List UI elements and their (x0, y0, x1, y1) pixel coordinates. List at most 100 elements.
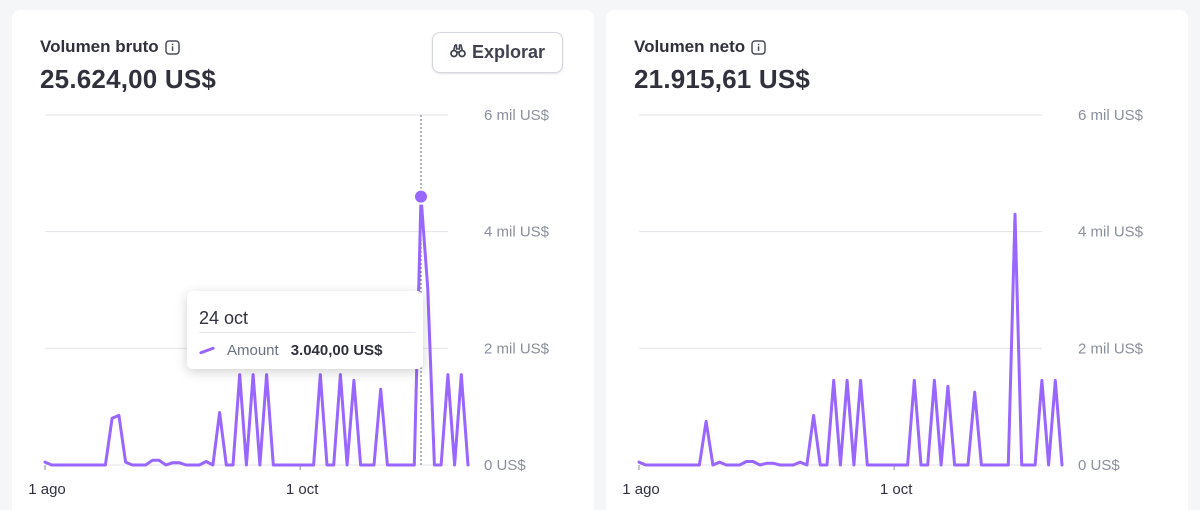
data-point[interactable] (411, 462, 417, 468)
data-point[interactable] (784, 462, 790, 468)
gross-volume-chart[interactable]: 0 US$ 2 mil US$ 4 mil US$ 6 mil US$ 1 ago 1 o… (12, 10, 594, 510)
data-point[interactable] (116, 412, 122, 418)
data-point[interactable] (911, 377, 917, 383)
data-point[interactable] (55, 462, 61, 468)
data-point[interactable] (304, 462, 310, 468)
data-point[interactable] (217, 410, 223, 416)
data-point[interactable] (270, 462, 276, 468)
data-point[interactable] (431, 462, 437, 468)
data-point[interactable] (364, 462, 370, 468)
data-point[interactable] (1039, 377, 1045, 383)
data-point[interactable] (723, 462, 729, 468)
data-point[interactable] (183, 462, 189, 468)
data-point[interactable] (737, 462, 743, 468)
data-point[interactable] (844, 377, 850, 383)
data-point[interactable] (196, 462, 202, 468)
data-point[interactable] (1019, 462, 1025, 468)
data-point[interactable] (277, 462, 283, 468)
data-point[interactable] (176, 460, 182, 466)
data-point[interactable] (1032, 462, 1038, 468)
data-point[interactable] (965, 462, 971, 468)
data-point[interactable] (405, 462, 411, 468)
data-point[interactable] (297, 462, 303, 468)
data-point[interactable] (344, 462, 350, 468)
explore-button[interactable]: Explorar (432, 32, 563, 73)
data-point[interactable] (777, 462, 783, 468)
data-point[interactable] (717, 459, 723, 465)
data-point[interactable] (290, 462, 296, 468)
data-point[interactable] (824, 462, 830, 468)
data-point[interactable] (643, 462, 649, 468)
data-point[interactable] (89, 462, 95, 468)
data-point[interactable] (884, 462, 890, 468)
data-point[interactable] (237, 372, 243, 378)
data-point[interactable] (952, 462, 958, 468)
data-point[interactable] (311, 462, 317, 468)
data-point[interactable] (257, 462, 263, 468)
data-point[interactable] (757, 462, 763, 468)
data-point[interactable] (1005, 462, 1011, 468)
data-point[interactable] (445, 372, 451, 378)
data-point[interactable] (129, 462, 135, 468)
data-point[interactable] (938, 462, 944, 468)
data-point[interactable] (284, 462, 290, 468)
data-point[interactable] (170, 460, 176, 466)
data-point[interactable] (324, 462, 330, 468)
data-point[interactable] (918, 462, 924, 468)
data-point[interactable] (858, 377, 864, 383)
data-point[interactable] (750, 459, 756, 465)
data-point[interactable] (425, 285, 431, 291)
data-point[interactable] (317, 372, 323, 378)
data-point[interactable] (703, 418, 709, 424)
data-point[interactable] (670, 462, 676, 468)
data-point[interactable] (683, 462, 689, 468)
data-point[interactable] (69, 462, 75, 468)
data-point[interactable] (831, 377, 837, 383)
data-point[interactable] (676, 462, 682, 468)
data-point[interactable] (817, 462, 823, 468)
data-point[interactable] (743, 459, 749, 465)
data-point[interactable] (978, 462, 984, 468)
data-point[interactable] (250, 372, 256, 378)
data-point[interactable] (384, 462, 390, 468)
data-point[interactable] (851, 462, 857, 468)
data-point[interactable] (163, 462, 169, 468)
data-point[interactable] (649, 462, 655, 468)
data-point[interactable] (62, 462, 68, 468)
data-point[interactable] (458, 372, 464, 378)
data-point[interactable] (790, 462, 796, 468)
data-point[interactable] (972, 389, 978, 395)
data-point[interactable] (891, 462, 897, 468)
data-point[interactable] (770, 460, 776, 466)
data-point[interactable] (797, 459, 803, 465)
data-point[interactable] (992, 462, 998, 468)
data-point[interactable] (210, 462, 216, 468)
data-point[interactable] (837, 462, 843, 468)
data-point[interactable] (985, 462, 991, 468)
data-point[interactable] (864, 462, 870, 468)
data-point[interactable] (123, 459, 129, 465)
data-point[interactable] (223, 462, 229, 468)
data-point[interactable] (438, 462, 444, 468)
data-point[interactable] (136, 462, 142, 468)
data-point[interactable] (337, 372, 343, 378)
data-point[interactable] (143, 462, 149, 468)
data-point[interactable] (871, 462, 877, 468)
data-point[interactable] (76, 462, 82, 468)
data-point[interactable] (1012, 211, 1018, 217)
data-point[interactable] (96, 462, 102, 468)
data-point[interactable] (730, 462, 736, 468)
data-point[interactable] (391, 462, 397, 468)
data-point[interactable] (49, 462, 55, 468)
data-point[interactable] (203, 459, 209, 465)
data-point[interactable] (764, 460, 770, 466)
data-point[interactable] (243, 462, 249, 468)
data-point[interactable] (710, 462, 716, 468)
info-icon[interactable] (751, 39, 766, 55)
data-point[interactable] (804, 462, 810, 468)
data-point[interactable] (465, 462, 471, 468)
data-point[interactable] (905, 462, 911, 468)
info-icon[interactable] (164, 39, 180, 55)
data-point[interactable] (264, 372, 270, 378)
data-point[interactable] (109, 415, 115, 421)
